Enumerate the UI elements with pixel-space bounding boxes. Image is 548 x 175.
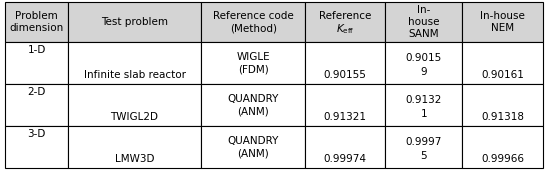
Text: Reference code
(Method): Reference code (Method) [213, 11, 294, 33]
Text: 1-D: 1-D [27, 45, 46, 55]
Text: 0.90161: 0.90161 [481, 70, 524, 80]
Text: Test problem: Test problem [101, 17, 168, 27]
Text: Infinite slab reactor: Infinite slab reactor [83, 70, 186, 80]
Bar [68, 42, 201, 84]
Text: 0.9997: 0.9997 [406, 137, 442, 147]
Bar [305, 42, 385, 84]
Bar [463, 84, 543, 126]
Bar [68, 126, 201, 168]
Text: WIGLE
(FDM): WIGLE (FDM) [236, 52, 270, 74]
Text: 0.90155: 0.90155 [324, 70, 367, 80]
Text: 0.99966: 0.99966 [481, 154, 524, 164]
Bar [68, 84, 201, 126]
Bar [5, 2, 68, 42]
Text: $K_{\rm eff}$: $K_{\rm eff}$ [336, 22, 355, 36]
Bar [463, 42, 543, 84]
Bar [463, 2, 543, 42]
Text: QUANDRY
(ANM): QUANDRY (ANM) [227, 94, 279, 116]
Text: LMW3D: LMW3D [115, 154, 155, 164]
Text: TWIGL2D: TWIGL2D [111, 112, 158, 122]
Bar [201, 84, 305, 126]
Bar [385, 84, 463, 126]
Bar [5, 126, 68, 168]
Text: 0.91318: 0.91318 [481, 112, 524, 122]
Bar [5, 42, 68, 84]
Text: 0.99974: 0.99974 [324, 154, 367, 164]
Text: 3-D: 3-D [27, 129, 46, 139]
Bar [385, 2, 463, 42]
Text: 2-D: 2-D [27, 87, 46, 97]
Text: 0.9015: 0.9015 [406, 53, 442, 63]
Bar [305, 84, 385, 126]
Bar [305, 2, 385, 42]
Bar [305, 126, 385, 168]
Text: 1: 1 [420, 109, 427, 119]
Bar [201, 2, 305, 42]
Bar [385, 126, 463, 168]
Bar [201, 42, 305, 84]
Bar [463, 126, 543, 168]
Bar [201, 126, 305, 168]
Text: 0.9132: 0.9132 [406, 95, 442, 105]
Text: In-
house
SANM: In- house SANM [408, 5, 439, 38]
Bar [68, 2, 201, 42]
Bar [5, 84, 68, 126]
Text: In-house
NEM: In-house NEM [480, 11, 525, 33]
Text: 0.91321: 0.91321 [324, 112, 367, 122]
Text: 9: 9 [420, 67, 427, 77]
Bar [385, 42, 463, 84]
Text: Reference: Reference [319, 11, 372, 21]
Text: Problem
dimension: Problem dimension [9, 11, 64, 33]
Text: QUANDRY
(ANM): QUANDRY (ANM) [227, 136, 279, 158]
Text: 5: 5 [420, 151, 427, 161]
